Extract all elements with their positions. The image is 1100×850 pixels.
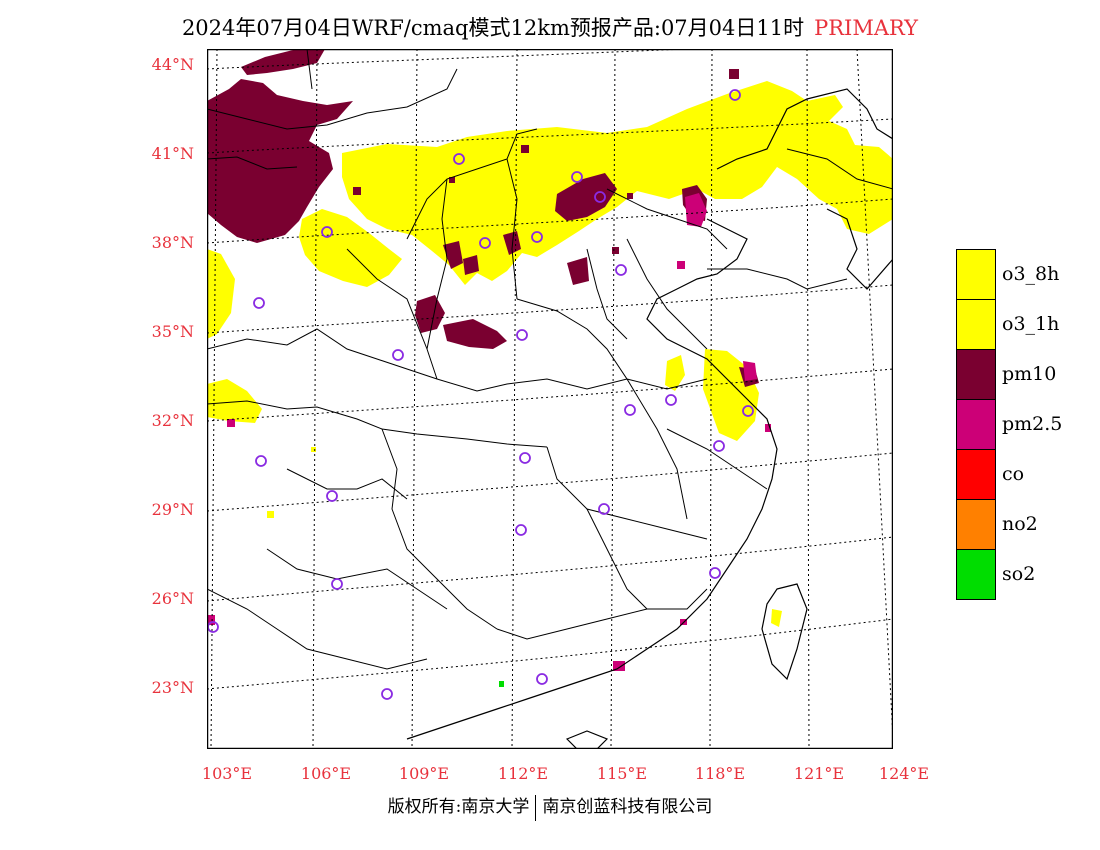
legend-label-co: co: [1002, 463, 1025, 485]
legend-swatch-so2: [956, 549, 996, 600]
pollutant-map: [207, 49, 893, 749]
map-title: 2024年07月04日WRF/cmaq模式12km预报产品:07月04日11时 P…: [0, 12, 1100, 42]
o3-regions: [207, 81, 893, 627]
lat-label-26: 26°N: [151, 589, 194, 608]
credit-separator: [535, 794, 537, 821]
lon-label-124: 124°E: [878, 764, 930, 783]
lat-label-29: 29°N: [151, 500, 194, 519]
lon-label-112: 112°E: [497, 764, 549, 783]
legend-swatch-co: [956, 449, 996, 500]
legend-label-so2: so2: [1002, 563, 1036, 585]
lon-label-118: 118°E: [694, 764, 746, 783]
credit-right: 南京创蓝科技有限公司: [542, 797, 713, 817]
legend-swatch-no2: [956, 499, 996, 550]
lat-label-23: 23°N: [151, 678, 194, 697]
legend-label-o3-8h: o3_8h: [1002, 263, 1060, 285]
legend-label-pm10: pm10: [1002, 363, 1057, 385]
province-boundaries: [207, 49, 893, 670]
lat-label-35: 35°N: [151, 322, 194, 341]
lon-label-121: 121°E: [793, 764, 845, 783]
coastline: [406, 88, 893, 749]
legend-label-o3-1h: o3_1h: [1002, 313, 1060, 335]
lat-label-41: 41°N: [151, 144, 194, 163]
lat-label-38: 38°N: [151, 233, 194, 252]
lon-label-106: 106°E: [300, 764, 352, 783]
lon-label-115: 115°E: [596, 764, 648, 783]
graticule: [207, 49, 893, 749]
pm25-regions: [207, 193, 771, 671]
legend-swatch-pm10: [956, 349, 996, 400]
lon-label-109: 109°E: [398, 764, 450, 783]
lat-label-44: 44°N: [151, 55, 194, 74]
credit-left: 版权所有:南京大学: [387, 797, 530, 817]
legend-swatch-pm25: [956, 399, 996, 450]
station-markers: [207, 89, 754, 700]
lat-label-32: 32°N: [151, 411, 194, 430]
primary-tag: PRIMARY: [814, 16, 919, 40]
copyright-credit: 版权所有:南京大学 南京创蓝科技有限公司: [0, 792, 1100, 821]
title-text: 2024年07月04日WRF/cmaq模式12km预报产品:07月04日11时: [181, 16, 805, 40]
lon-label-103: 103°E: [201, 764, 253, 783]
legend-label-pm25: pm2.5: [1002, 413, 1063, 435]
so2-cell: [499, 681, 504, 687]
legend-label-no2: no2: [1002, 513, 1038, 535]
legend-swatch-o3-8h: [956, 249, 996, 300]
legend-swatch-o3-1h: [956, 299, 996, 350]
